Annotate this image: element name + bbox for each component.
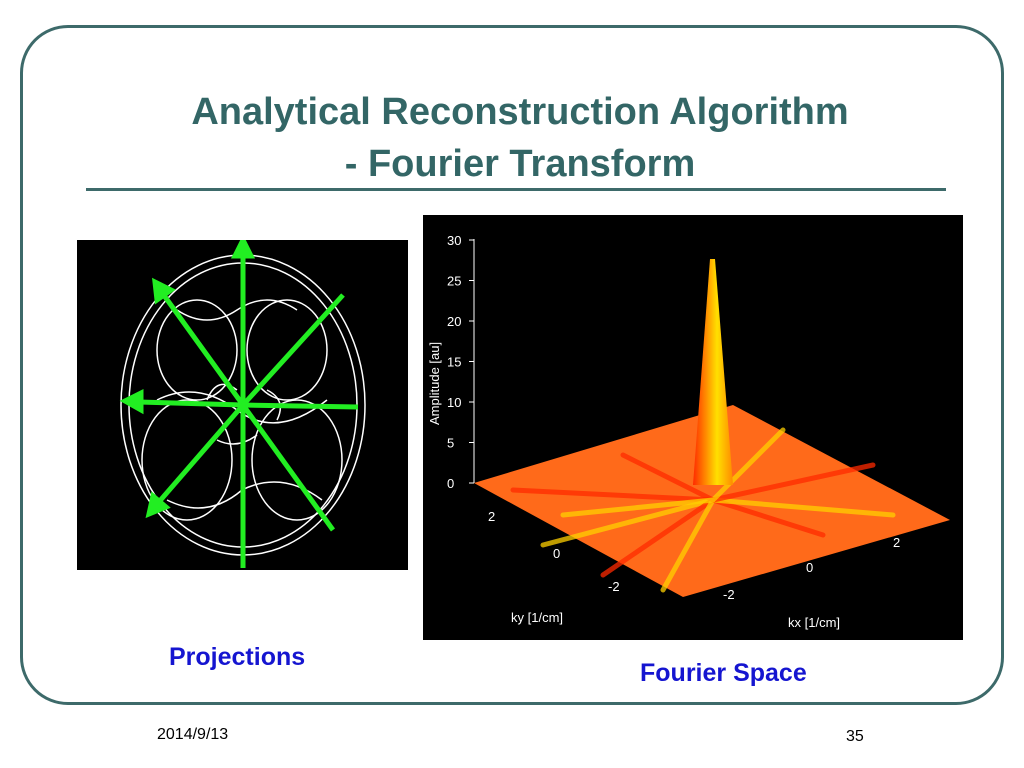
surface-streak bbox=[620, 452, 716, 503]
surface-streak bbox=[710, 497, 826, 538]
caption-fourier-space: Fourier Space bbox=[640, 659, 807, 687]
title-line-1: Analytical Reconstruction Algorithm bbox=[191, 91, 849, 133]
slide-frame bbox=[20, 25, 1004, 705]
title-divider bbox=[86, 188, 946, 191]
kx-tick: -2 bbox=[723, 587, 735, 602]
kx-tick: 0 bbox=[806, 560, 813, 575]
title-line-2: - Fourier Transform bbox=[344, 143, 696, 185]
caption-projections: Projections bbox=[169, 643, 306, 671]
projections-image bbox=[77, 240, 408, 570]
z-tick: 25 bbox=[447, 274, 461, 289]
surface-streak bbox=[540, 497, 716, 548]
slide-number: 35 bbox=[846, 728, 864, 745]
z-tick: 30 bbox=[447, 233, 461, 248]
surface-streak bbox=[600, 497, 716, 578]
ky-tick: -2 bbox=[608, 579, 620, 594]
z-tick: 0 bbox=[447, 476, 454, 491]
kx-tick: 2 bbox=[893, 535, 900, 550]
kx-axis-label: kx [1/cm] bbox=[788, 615, 840, 630]
surface-streak bbox=[660, 497, 716, 593]
surface-streak bbox=[710, 462, 876, 503]
central-peak bbox=[693, 259, 733, 485]
ky-tick: 2 bbox=[488, 509, 495, 524]
surface-streak bbox=[560, 497, 716, 518]
projection-arrows bbox=[119, 240, 359, 568]
z-tick: 20 bbox=[447, 314, 461, 329]
z-tick: 5 bbox=[447, 436, 454, 451]
surface-streak bbox=[510, 487, 716, 503]
z-tick: 10 bbox=[447, 395, 461, 410]
slide-date: 2014/9/13 bbox=[157, 726, 229, 743]
slide-title: Analytical Reconstruction Algorithm - Fo… bbox=[60, 86, 980, 190]
surface-streak bbox=[710, 427, 786, 503]
surface-streak bbox=[710, 497, 896, 518]
ky-tick: 0 bbox=[553, 546, 560, 561]
z-axis-label: Amplitude [au] bbox=[427, 342, 442, 425]
z-tick: 15 bbox=[447, 355, 461, 370]
ky-axis-label: ky [1/cm] bbox=[511, 610, 563, 625]
